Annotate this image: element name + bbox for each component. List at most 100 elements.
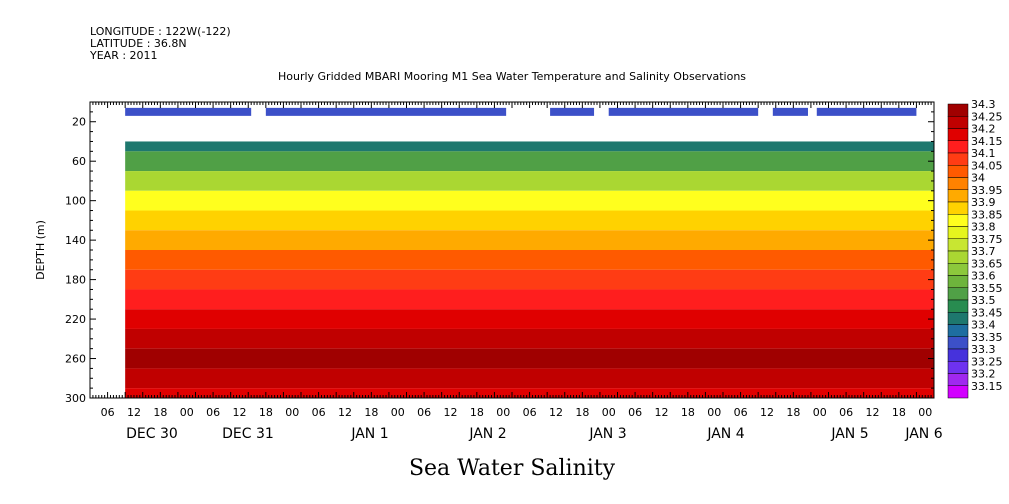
year-label: YEAR : 2011 [89,49,158,62]
y-tick-label: 180 [65,274,86,287]
colorbar-swatch [947,373,969,386]
x-day-label: JAN 4 [706,426,744,442]
surface-segment [265,107,507,116]
colorbar-label: 33.85 [971,208,1003,221]
x-hour-label: 00 [813,406,827,419]
x-hour-label: 12 [865,406,879,419]
x-hour-label: 18 [575,406,589,419]
y-tick-label: 20 [72,116,86,129]
salinity-band [125,151,934,172]
colorbar-label: 33.35 [971,331,1003,344]
y-tick-label: 260 [65,353,86,366]
colorbar-label: 33.65 [971,257,1003,270]
x-hour-label: 18 [681,406,695,419]
colorbar-label: 34.1 [971,147,996,160]
salinity-band [125,171,934,191]
colorbar-label: 33.4 [971,319,996,332]
x-hour-label: 12 [338,406,352,419]
colorbar-label: 33.5 [971,294,996,307]
x-hour-label: 06 [839,406,853,419]
x-axis: 06 12 18 00 06 12 18 00 06 12 18 00 06 12 18 00 06 12 18 00… [89,102,943,442]
x-hour-label: 00 [285,406,299,419]
colorbar-swatch [947,116,969,129]
colorbar-swatch [947,177,969,190]
x-hour-label: 12 [654,406,668,419]
y-tick-label: 140 [65,234,86,247]
y-tick-label: 60 [72,155,86,168]
salinity-band [125,289,934,310]
colorbar-swatch [947,312,969,325]
x-day-label: DEC 31 [222,426,274,442]
x-hour-label: 00 [707,406,721,419]
x-hour-label: 00 [496,406,510,419]
x-hour-label: 06 [101,406,115,419]
colorbar-swatch [947,201,969,215]
colorbar-swatch [947,299,969,313]
surface-segment [125,107,252,116]
y-tick-label: 300 [65,392,86,405]
x-hour-label: 12 [549,406,563,419]
colorbar-swatch [947,250,969,264]
salinity-band [125,190,934,211]
colorbar-swatch [947,103,969,117]
salinity-band [125,368,934,389]
salinity-band [125,328,934,349]
colorbar-swatch [947,140,969,154]
salinity-band [125,309,934,329]
colorbar-label: 33.25 [971,355,1003,368]
surface-segment [772,107,808,116]
colorbar-swatch [947,324,969,337]
x-hour-label: 00 [391,406,405,419]
x-day-label: JAN 2 [468,426,506,442]
x-hour-label: 18 [892,406,906,419]
x-day-label: JAN 3 [588,426,626,442]
x-day-label: DEC 30 [126,426,178,442]
colorbar-swatch [947,336,969,350]
colorbar-swatch [947,275,969,288]
colorbar-swatch [947,128,969,141]
colorbar-label: 33.45 [971,306,1003,319]
x-hour-label: 06 [628,406,642,419]
colorbar-label: 34.25 [971,110,1003,123]
colorbar-label: 33.2 [971,368,996,381]
latitude-label: LATITUDE : 36.8N [90,37,187,50]
surface-segment [550,107,595,116]
colorbar-swatch [947,348,969,362]
colorbar-label: 34.3 [971,98,996,111]
x-hour-label: 06 [417,406,431,419]
colorbar-label: 33.3 [971,343,996,356]
x-hour-label: 18 [259,406,273,419]
colorbar-label: 33.9 [971,196,996,209]
y-axis-title: DEPTH (m) [34,220,47,280]
chart-title: Hourly Gridded MBARI Mooring M1 Sea Wate… [278,70,746,83]
x-axis-title: Sea Water Salinity [409,456,616,481]
salinity-band [125,250,934,270]
x-day-label: JAN 5 [830,426,868,442]
colorbar-swatch [947,385,969,399]
x-hour-label: 18 [153,406,167,419]
colorbar-label: 33.7 [971,245,996,258]
colorbar-swatch [947,361,969,374]
salinity-band [125,141,934,152]
x-hour-label: 18 [786,406,800,419]
x-day-label: JAN 1 [350,426,388,442]
salinity-band [125,230,934,250]
colorbar-swatch [947,152,969,166]
x-hour-label: 12 [443,406,457,419]
salinity-band [125,348,934,369]
colorbar-label: 34 [971,172,985,185]
longitude-label: LONGITUDE : 122W(-122) [90,25,231,38]
colorbar-label: 33.95 [971,184,1003,197]
x-hour-label: 12 [760,406,774,419]
x-hour-label: 18 [364,406,378,419]
colorbar-swatch [947,214,969,227]
plot-area [89,101,935,399]
x-hour-label: 12 [127,406,141,419]
colorbar-label: 34.05 [971,159,1003,172]
x-hour-label: 06 [312,406,326,419]
x-hour-label: 18 [470,406,484,419]
y-tick-label: 220 [65,313,86,326]
colorbar-swatch [947,189,969,203]
salinity-band [125,210,934,231]
